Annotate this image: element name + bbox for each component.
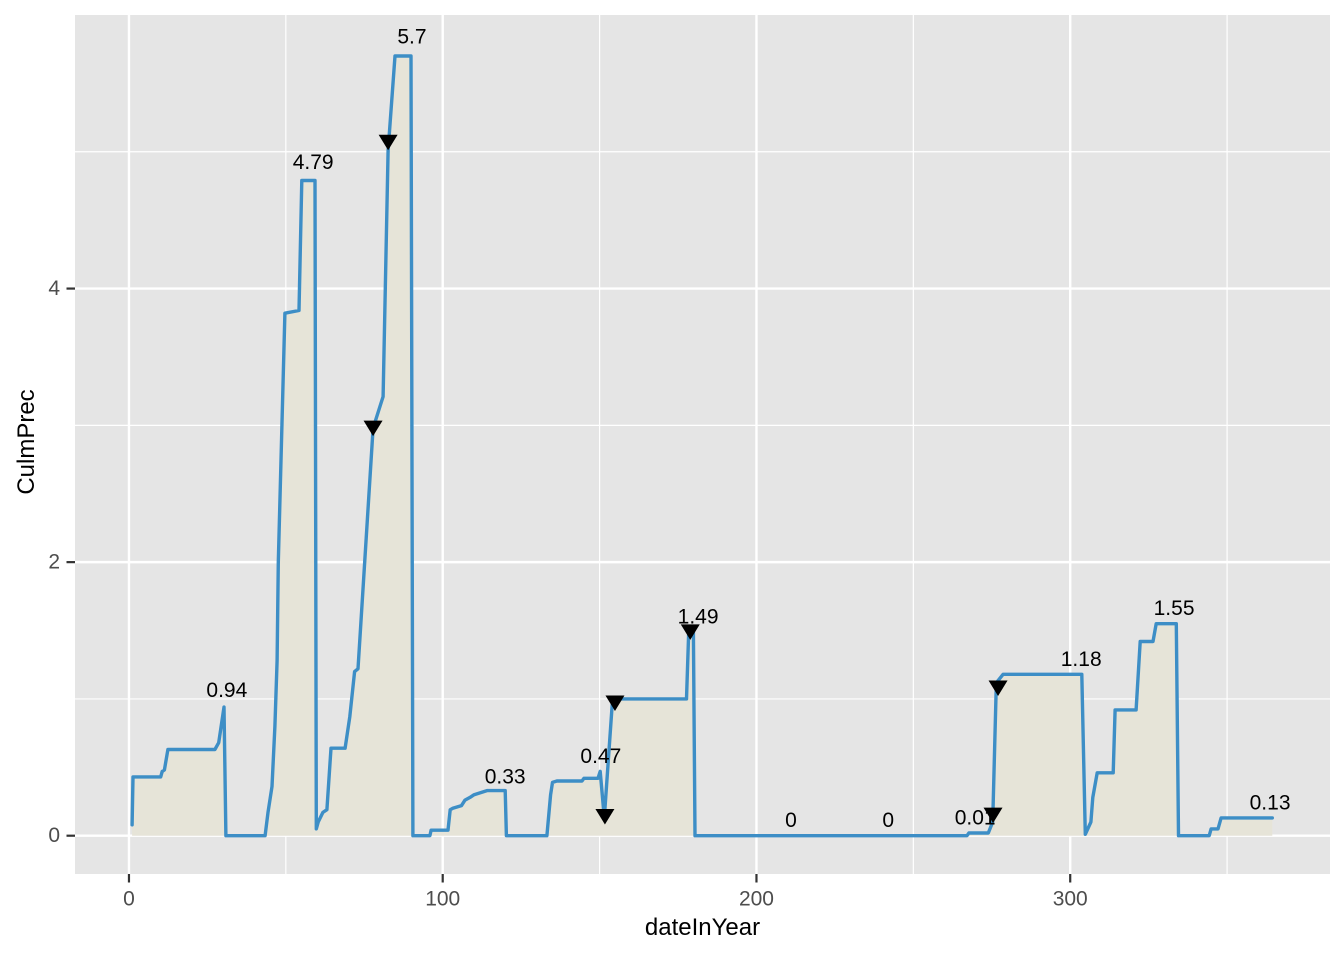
x-tick-label: 100	[425, 887, 460, 910]
peak-value-label: 5.7	[397, 25, 426, 48]
peak-value-label: 0	[785, 809, 797, 832]
y-tick-label: 0	[48, 824, 60, 847]
triangle-down-marker	[363, 420, 383, 437]
y-tick-label: 2	[48, 551, 60, 574]
peak-value-label: 0.01	[955, 806, 996, 829]
triangle-down-marker	[378, 134, 398, 151]
x-axis-title: dateInYear	[644, 914, 761, 941]
data-line	[130, 54, 1274, 838]
peak-value-label: 4.79	[293, 151, 334, 174]
peak-value-label: 1.18	[1061, 648, 1102, 671]
peak-value-label: 1.55	[1154, 597, 1195, 620]
area-fill	[132, 56, 1273, 836]
triangle-down-marker	[680, 624, 700, 640]
y-tick-label: 4	[48, 277, 60, 300]
x-tick-label: 200	[739, 887, 774, 910]
x-tick-label: 300	[1053, 887, 1088, 910]
x-tick-label: 0	[123, 887, 135, 910]
peak-value-label: 0.33	[485, 765, 526, 788]
y-axis-title: CulmPrec	[13, 389, 40, 495]
peak-value-label: 0.13	[1250, 791, 1291, 814]
peak-value-label: 0.47	[580, 745, 621, 768]
triangle-down-marker	[983, 807, 1003, 824]
triangle-down-marker	[595, 809, 615, 825]
triangle-down-marker	[605, 695, 625, 712]
triangle-down-marker	[988, 680, 1008, 696]
peak-value-label: 0.94	[206, 679, 247, 702]
peak-value-label: 0	[882, 809, 894, 832]
peak-value-label: 1.49	[678, 605, 719, 628]
